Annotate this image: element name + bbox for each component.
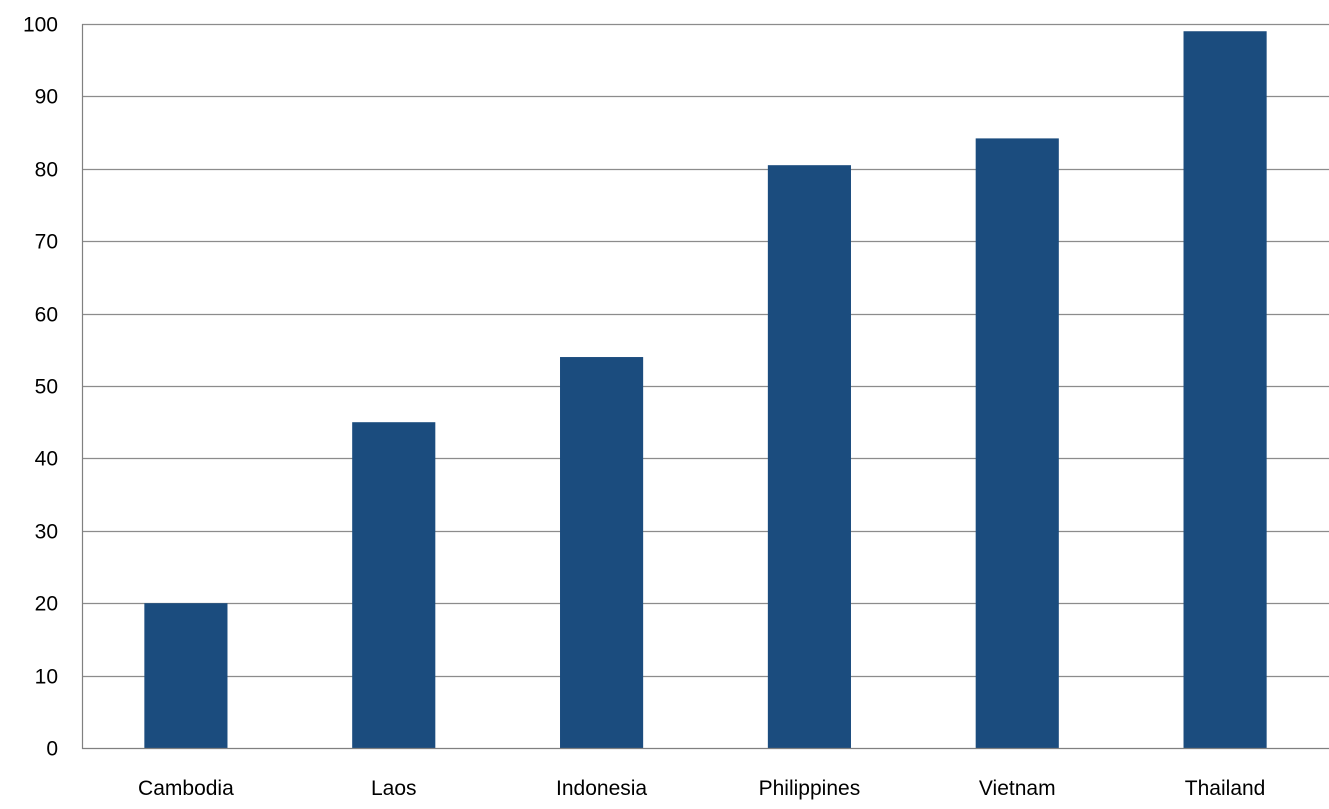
bar-indonesia: [560, 357, 644, 748]
y-tick-label: 90: [35, 86, 58, 109]
axes: [81, 24, 1329, 750]
y-tick-labels: 0 10 20 30 40 50 60 70 80 90 100: [23, 14, 58, 761]
bar-vietnam: [975, 138, 1059, 749]
bars: [144, 31, 1267, 749]
x-tick-label: Philippines: [759, 777, 861, 800]
y-tick-label: 70: [35, 231, 58, 254]
bar-cambodia: [144, 603, 228, 748]
y-tick-label: 10: [35, 666, 58, 689]
gridlines: [82, 23, 1329, 678]
y-tick-label: 80: [35, 159, 58, 182]
y-tick-label: 0: [46, 738, 58, 761]
y-tick-label: 60: [35, 304, 58, 327]
bar-thailand: [1183, 31, 1267, 749]
y-tick-label: 30: [35, 521, 58, 544]
y-tick-label: 20: [35, 593, 58, 616]
x-tick-label: Indonesia: [556, 777, 647, 800]
x-tick-label: Laos: [371, 777, 417, 800]
y-tick-label: 40: [35, 448, 58, 471]
x-tick-labels: Cambodia Laos Indonesia Philippines Vietnam T…: [138, 777, 1265, 800]
x-tick-label: Thailand: [1185, 777, 1266, 800]
bar-philippines: [767, 165, 851, 748]
x-tick-label: Vietnam: [979, 777, 1056, 800]
y-tick-label: 100: [23, 14, 58, 37]
x-tick-label: Cambodia: [138, 777, 234, 800]
y-tick-label: 50: [35, 376, 58, 399]
bar-laos: [352, 422, 436, 748]
